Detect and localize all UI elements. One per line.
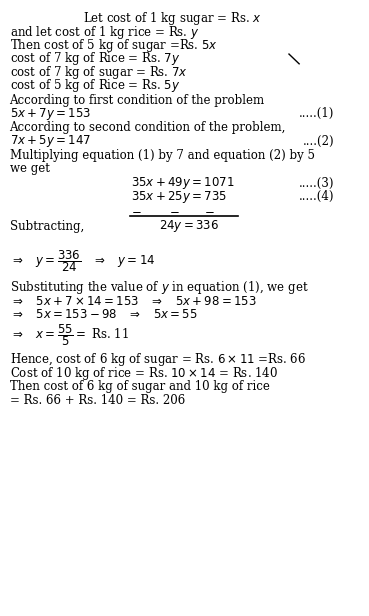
- Text: $\Rightarrow$   $y=\dfrac{336}{24}$   $\Rightarrow$   $y=14$: $\Rightarrow$ $y=\dfrac{336}{24}$ $\Righ…: [10, 249, 155, 275]
- Text: $-$: $-$: [204, 204, 215, 217]
- Text: Multiplying equation (1) by 7 and equation (2) by 5: Multiplying equation (1) by 7 and equati…: [10, 149, 314, 162]
- Text: $7x+5y=147$: $7x+5y=147$: [10, 133, 91, 149]
- Text: ....(2): ....(2): [303, 135, 335, 148]
- Text: $35x+25y=735$: $35x+25y=735$: [131, 189, 227, 205]
- Text: Hence, cost of 6 kg of sugar = Rs. $6\times11$ =Rs. 66: Hence, cost of 6 kg of sugar = Rs. $6\ti…: [10, 351, 306, 368]
- Text: $24y=336$: $24y=336$: [159, 218, 219, 234]
- Text: $\Rightarrow$   $5x=153-98$   $\Rightarrow$   $5x=55$: $\Rightarrow$ $5x=153-98$ $\Rightarrow$ …: [10, 308, 197, 321]
- Text: Cost of 10 kg of rice = Rs. $10\times14$ = Rs. 140: Cost of 10 kg of rice = Rs. $10\times14$…: [10, 365, 278, 382]
- Text: .....(3): .....(3): [299, 177, 335, 190]
- Text: $\Rightarrow$   $5x+7\times14=153$   $\Rightarrow$   $5x+98=153$: $\Rightarrow$ $5x+7\times14=153$ $\Right…: [10, 295, 256, 308]
- Text: $35x+49y=1071$: $35x+49y=1071$: [131, 176, 235, 192]
- Text: $-$: $-$: [131, 204, 142, 217]
- Text: $5x+7y=153$: $5x+7y=153$: [10, 106, 91, 122]
- Text: Then cost of 6 kg of sugar and 10 kg of rice: Then cost of 6 kg of sugar and 10 kg of …: [10, 380, 269, 393]
- Text: Subtracting,: Subtracting,: [10, 220, 84, 233]
- Text: cost of 7 kg of Rice = Rs. $7y$: cost of 7 kg of Rice = Rs. $7y$: [10, 51, 180, 67]
- Text: cost of 5 kg of Rice = Rs. $5y$: cost of 5 kg of Rice = Rs. $5y$: [10, 77, 180, 94]
- Text: and let cost of 1 kg rice = Rs. $y$: and let cost of 1 kg rice = Rs. $y$: [10, 23, 199, 41]
- Text: $-$: $-$: [169, 204, 179, 217]
- Text: Then cost of 5 kg of sugar =Rs. $5x$: Then cost of 5 kg of sugar =Rs. $5x$: [10, 37, 217, 54]
- Text: Substituting the value of $y$ in equation (1), we get: Substituting the value of $y$ in equatio…: [10, 279, 308, 296]
- Text: = Rs. 66 + Rs. 140 = Rs. 206: = Rs. 66 + Rs. 140 = Rs. 206: [10, 394, 185, 407]
- Text: According to second condition of the problem,: According to second condition of the pro…: [10, 121, 286, 134]
- Text: .....(4): .....(4): [299, 190, 335, 203]
- Text: Let cost of 1 kg sugar = Rs. $x$: Let cost of 1 kg sugar = Rs. $x$: [83, 10, 261, 27]
- Text: $\Rightarrow$   $x=\dfrac{55}{5}=$ Rs. 11: $\Rightarrow$ $x=\dfrac{55}{5}=$ Rs. 11: [10, 323, 129, 348]
- Text: we get: we get: [10, 163, 49, 176]
- Text: .....(1): .....(1): [299, 107, 335, 120]
- Text: cost of 7 kg of sugar = Rs. $7x$: cost of 7 kg of sugar = Rs. $7x$: [10, 64, 187, 81]
- Text: According to first condition of the problem: According to first condition of the prob…: [10, 94, 265, 107]
